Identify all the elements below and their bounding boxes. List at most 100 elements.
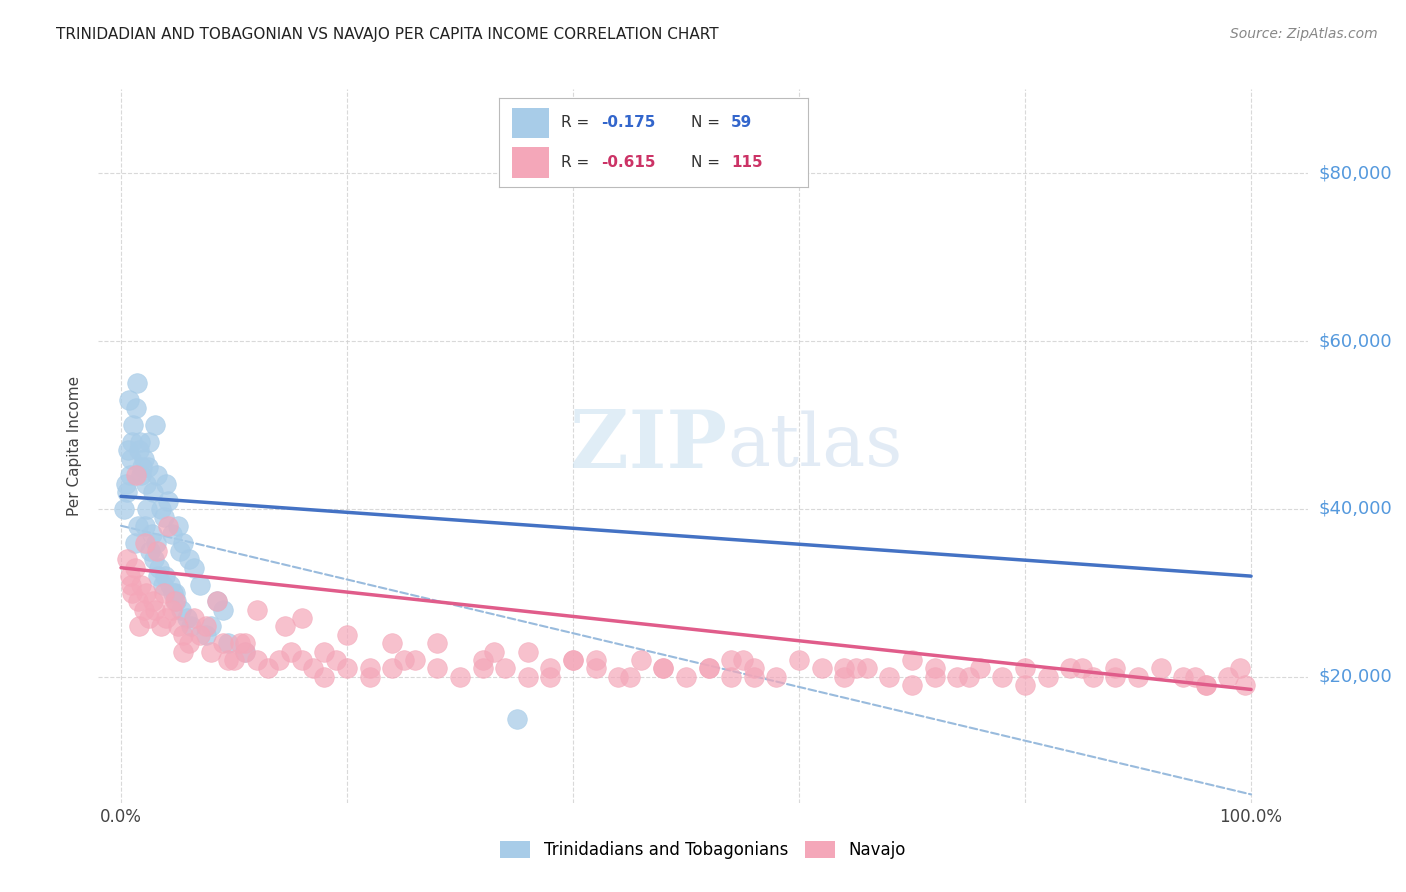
Point bbox=[165, 586, 187, 600]
Point bbox=[200, 619, 222, 633]
Point bbox=[652, 661, 675, 675]
Point bbox=[1126, 670, 1149, 684]
Text: 115: 115 bbox=[731, 155, 762, 169]
Point bbox=[120, 577, 142, 591]
Point bbox=[153, 586, 176, 600]
Point bbox=[166, 619, 188, 633]
Point bbox=[901, 653, 924, 667]
Point bbox=[845, 661, 868, 675]
Point bbox=[124, 560, 146, 574]
Point bbox=[991, 670, 1014, 684]
Point bbox=[194, 619, 217, 633]
Point bbox=[336, 661, 359, 675]
Point bbox=[381, 636, 404, 650]
Point bbox=[314, 670, 336, 684]
Point bbox=[112, 502, 135, 516]
Point bbox=[118, 392, 141, 407]
Point bbox=[697, 661, 720, 675]
Point bbox=[946, 670, 969, 684]
Point bbox=[128, 443, 150, 458]
Point bbox=[222, 653, 245, 667]
Text: Source: ZipAtlas.com: Source: ZipAtlas.com bbox=[1230, 27, 1378, 41]
Point bbox=[155, 476, 177, 491]
Point bbox=[359, 670, 381, 684]
Point bbox=[1059, 661, 1081, 675]
Point bbox=[426, 636, 449, 650]
Point bbox=[205, 594, 228, 608]
Point bbox=[188, 628, 211, 642]
Point bbox=[1229, 661, 1251, 675]
Point bbox=[148, 560, 170, 574]
Point bbox=[924, 670, 946, 684]
Text: $60,000: $60,000 bbox=[1319, 332, 1392, 350]
Point bbox=[117, 443, 139, 458]
Point bbox=[381, 661, 404, 675]
Point bbox=[125, 468, 148, 483]
Point bbox=[159, 577, 181, 591]
Point bbox=[129, 434, 152, 449]
Point bbox=[257, 661, 280, 675]
Point bbox=[449, 670, 471, 684]
Point bbox=[211, 603, 233, 617]
Point bbox=[233, 636, 256, 650]
Point bbox=[183, 611, 205, 625]
Point bbox=[675, 670, 697, 684]
Point bbox=[114, 476, 136, 491]
Legend: Trinidadians and Tobagonians, Navajo: Trinidadians and Tobagonians, Navajo bbox=[494, 834, 912, 866]
Point bbox=[314, 645, 336, 659]
Text: -0.175: -0.175 bbox=[602, 115, 655, 129]
Point bbox=[1014, 678, 1036, 692]
Point bbox=[1036, 670, 1059, 684]
Point bbox=[426, 661, 449, 675]
Point bbox=[124, 535, 146, 549]
Point bbox=[188, 577, 211, 591]
Point bbox=[901, 678, 924, 692]
Point bbox=[471, 661, 494, 675]
Point bbox=[141, 527, 163, 541]
Text: N =: N = bbox=[690, 115, 724, 129]
Point bbox=[1195, 678, 1218, 692]
Point bbox=[562, 653, 585, 667]
Point bbox=[135, 476, 157, 491]
Text: -0.615: -0.615 bbox=[602, 155, 655, 169]
Point bbox=[325, 653, 347, 667]
Point bbox=[832, 661, 855, 675]
Point bbox=[957, 670, 980, 684]
Point bbox=[128, 619, 150, 633]
Point bbox=[787, 653, 810, 667]
Point bbox=[585, 653, 607, 667]
Point bbox=[131, 460, 153, 475]
Point bbox=[165, 594, 187, 608]
Point bbox=[132, 451, 155, 466]
Point bbox=[619, 670, 641, 684]
Text: $40,000: $40,000 bbox=[1319, 500, 1392, 518]
Point bbox=[136, 502, 159, 516]
Point bbox=[246, 603, 269, 617]
Point bbox=[153, 569, 176, 583]
Point bbox=[125, 401, 148, 416]
Point bbox=[742, 670, 765, 684]
Point bbox=[217, 636, 239, 650]
Point bbox=[121, 586, 143, 600]
Point bbox=[143, 417, 166, 432]
Point bbox=[336, 628, 359, 642]
Point bbox=[115, 485, 138, 500]
Bar bbox=[512, 108, 548, 138]
Point bbox=[146, 468, 169, 483]
Point bbox=[149, 619, 172, 633]
Point bbox=[169, 544, 191, 558]
Point bbox=[138, 611, 160, 625]
Point bbox=[172, 535, 194, 549]
Point bbox=[233, 645, 256, 659]
Point bbox=[228, 636, 250, 650]
Point bbox=[516, 670, 538, 684]
Point bbox=[205, 594, 228, 608]
Point bbox=[120, 468, 142, 483]
Point bbox=[1104, 661, 1126, 675]
Point bbox=[392, 653, 415, 667]
Point bbox=[183, 560, 205, 574]
Point bbox=[155, 611, 177, 625]
Bar bbox=[512, 147, 548, 178]
Point bbox=[404, 653, 426, 667]
Point bbox=[516, 645, 538, 659]
